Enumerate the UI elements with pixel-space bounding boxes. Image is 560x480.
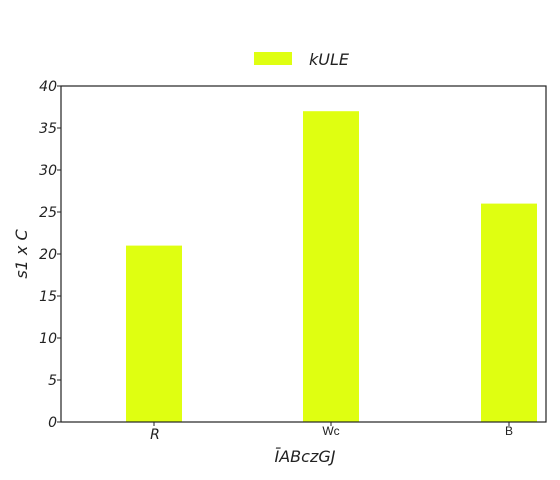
bar-B — [481, 203, 537, 422]
x-axis-label: ĪABczGJ — [275, 447, 336, 466]
y-tick-label: 15 — [39, 289, 57, 305]
legend-label: kULE — [309, 50, 350, 69]
y-tick-label: 30 — [39, 163, 57, 179]
x-tick-label: B — [505, 424, 513, 438]
y-tick-label: 0 — [48, 415, 57, 431]
legend: kULE — [254, 50, 350, 69]
x-tick-label: R — [150, 427, 160, 443]
bar-R — [126, 245, 182, 422]
y-axis-label: s1 x C — [12, 229, 31, 279]
y-tick-label: 40 — [39, 79, 57, 95]
y-tick-label: 20 — [39, 247, 57, 263]
plot-area — [126, 111, 537, 422]
y-tick-label: 35 — [39, 121, 57, 137]
x-tick-label: Wc — [322, 424, 339, 438]
y-axis-ticks: 0 5 10 15 20 25 30 35 40 — [39, 79, 61, 431]
bar-Wc — [303, 111, 359, 422]
y-tick-label: 5 — [48, 373, 57, 389]
y-tick-label: 10 — [39, 331, 57, 347]
legend-swatch — [254, 52, 292, 65]
x-axis-ticks: R Wc B — [150, 422, 513, 443]
y-tick-label: 25 — [39, 205, 57, 221]
